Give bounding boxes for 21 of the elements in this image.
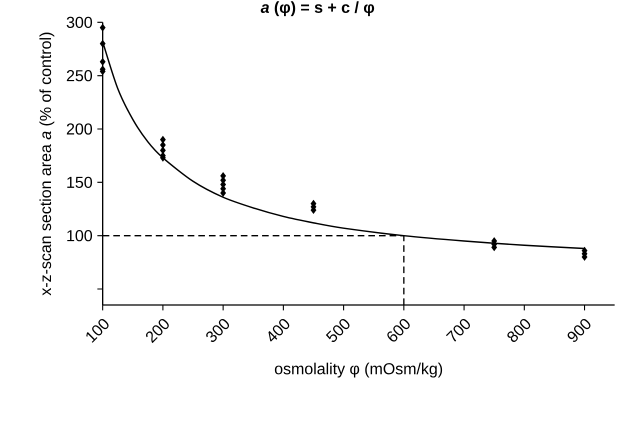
x-axis-title: osmolality φ (mOsm/kg) <box>274 362 442 378</box>
x-tick-label: 700 <box>446 318 470 342</box>
y-tick-label: 100 <box>67 230 92 242</box>
x-tick-label: 200 <box>146 318 169 344</box>
x-tick-label: 100 <box>86 318 109 343</box>
chart-title: a (φ) = s + c / φ <box>260 1 374 16</box>
y-tick-label: 300 <box>66 16 92 28</box>
y-tick-label: 200 <box>66 123 92 135</box>
x-tick-label: 400 <box>268 318 290 342</box>
y-tick-label: 250 <box>66 70 92 82</box>
point <box>100 24 106 32</box>
x-tick-label: 300 <box>206 318 230 342</box>
y-axis-title: x-z-scan section area a (% of control) <box>39 32 54 296</box>
x-tick-label: 900 <box>568 318 590 342</box>
y-tick-label: 150 <box>67 176 92 188</box>
x-tick-label: 500 <box>326 318 350 342</box>
point <box>160 136 166 144</box>
x-tick-label: 800 <box>507 318 530 342</box>
x-tick-label: 600 <box>387 318 410 342</box>
point <box>100 58 106 66</box>
point <box>100 40 106 48</box>
